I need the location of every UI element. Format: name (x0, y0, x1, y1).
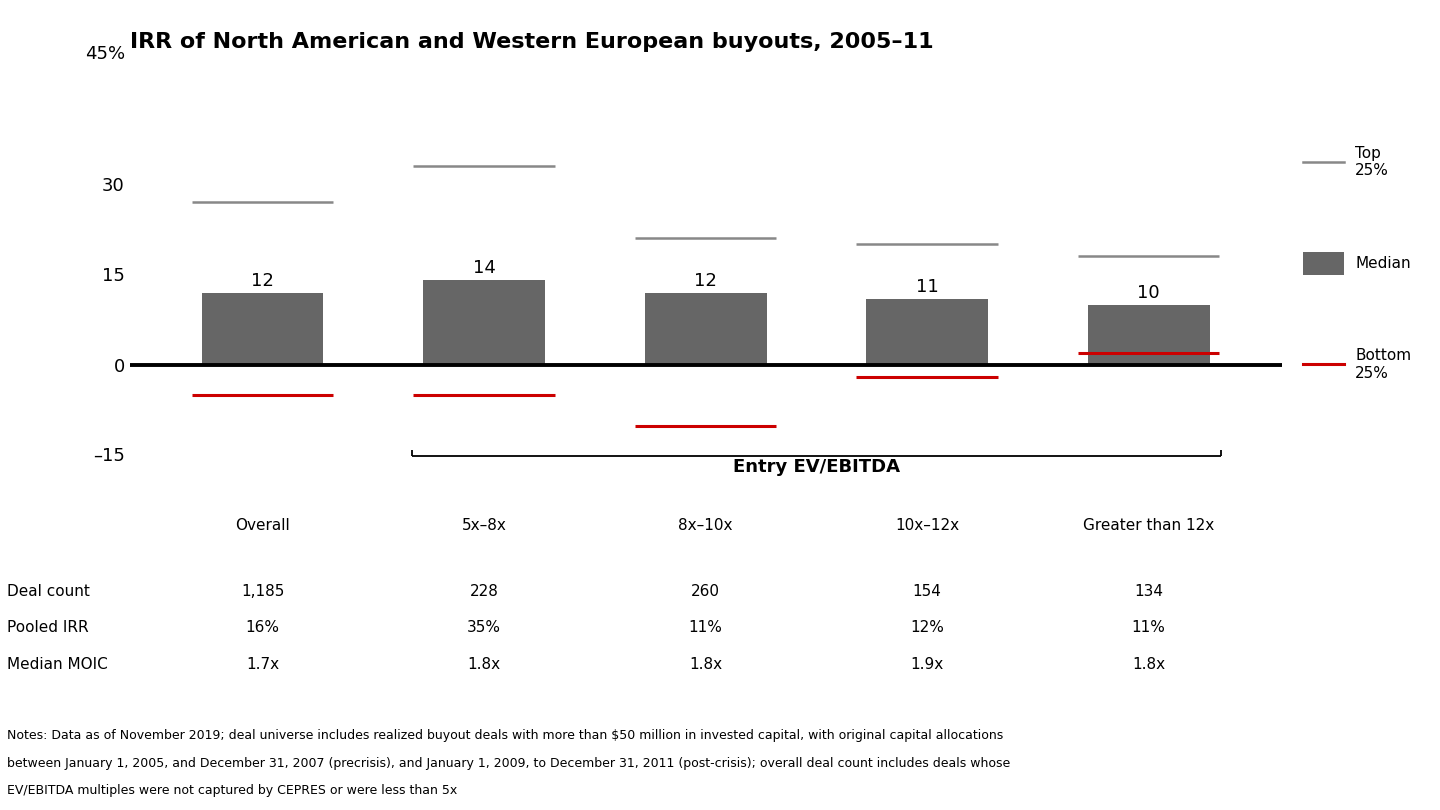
Text: 10x–12x: 10x–12x (896, 518, 959, 534)
Bar (867, 299, 988, 365)
Text: Median MOIC: Median MOIC (7, 657, 108, 671)
Text: 12: 12 (251, 271, 274, 289)
Text: Entry EV/EBITDA: Entry EV/EBITDA (733, 458, 900, 475)
Text: 14: 14 (472, 259, 495, 278)
Text: 35%: 35% (467, 620, 501, 635)
Text: EV/EBITDA multiples were not captured by CEPRES or were less than 5x: EV/EBITDA multiples were not captured by… (7, 784, 458, 797)
Text: 260: 260 (691, 584, 720, 599)
Text: 154: 154 (913, 584, 942, 599)
Text: –15: –15 (94, 447, 125, 465)
Text: Notes: Data as of November 2019; deal universe includes realized buyout deals wi: Notes: Data as of November 2019; deal un… (7, 729, 1004, 742)
Text: 1.9x: 1.9x (910, 657, 943, 671)
Text: between January 1, 2005, and December 31, 2007 (precrisis), and January 1, 2009,: between January 1, 2005, and December 31… (7, 757, 1011, 770)
Text: Pooled IRR: Pooled IRR (7, 620, 89, 635)
Text: 10: 10 (1138, 284, 1161, 301)
Text: 1,185: 1,185 (240, 584, 284, 599)
Text: 12: 12 (694, 271, 717, 289)
Text: 16%: 16% (246, 620, 279, 635)
Text: 11%: 11% (688, 620, 723, 635)
Text: 5x–8x: 5x–8x (462, 518, 507, 534)
Bar (1087, 305, 1210, 365)
Text: IRR of North American and Western European buyouts, 2005–11: IRR of North American and Western Europe… (130, 32, 933, 53)
Text: 11: 11 (916, 278, 939, 296)
Text: 1.8x: 1.8x (468, 657, 501, 671)
Text: 8x–10x: 8x–10x (678, 518, 733, 534)
Text: 45%: 45% (85, 45, 125, 63)
Text: Deal count: Deal count (7, 584, 91, 599)
Bar (423, 280, 544, 365)
Bar (645, 292, 766, 365)
Text: Greater than 12x: Greater than 12x (1083, 518, 1214, 534)
Text: 1.7x: 1.7x (246, 657, 279, 671)
Text: 12%: 12% (910, 620, 945, 635)
Text: Top
25%: Top 25% (1355, 146, 1390, 178)
Bar (202, 292, 324, 365)
Text: 11%: 11% (1132, 620, 1165, 635)
Text: Median: Median (1355, 256, 1411, 271)
Text: Bottom
25%: Bottom 25% (1355, 348, 1411, 381)
Text: 134: 134 (1135, 584, 1164, 599)
Text: 1.8x: 1.8x (1132, 657, 1165, 671)
Text: Overall: Overall (235, 518, 289, 534)
Text: 1.8x: 1.8x (688, 657, 723, 671)
Text: 228: 228 (469, 584, 498, 599)
